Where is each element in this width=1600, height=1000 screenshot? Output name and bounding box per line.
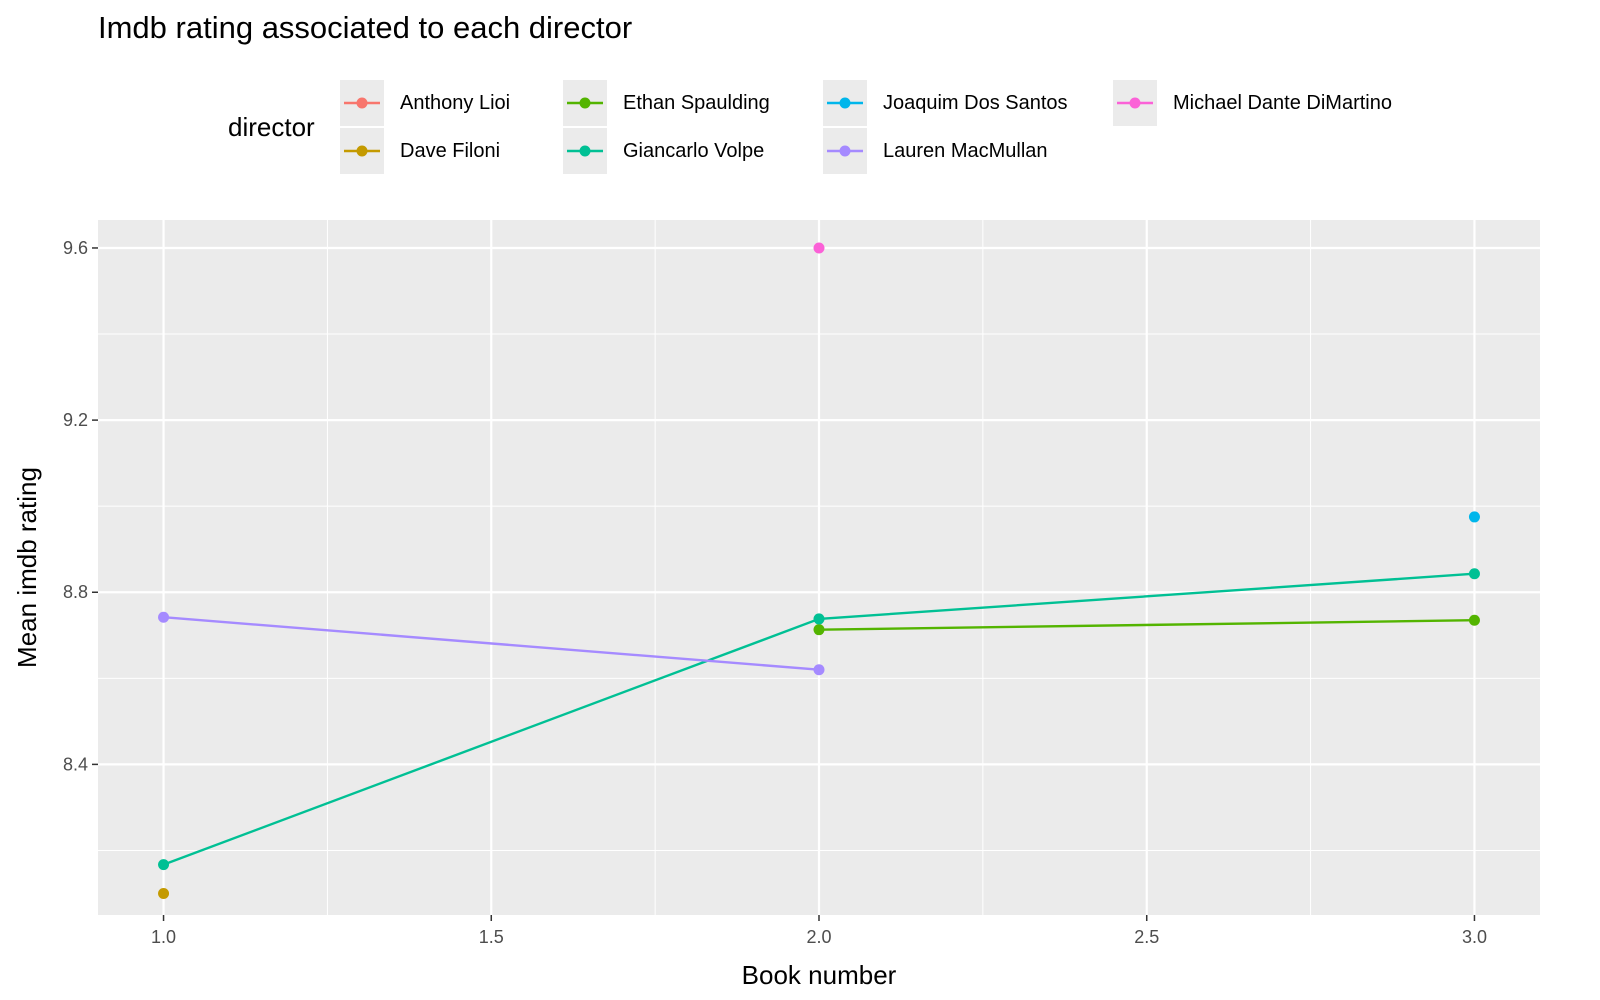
data-point-lauren-macmullan (813, 664, 825, 676)
x-tick-label: 1.5 (479, 927, 504, 947)
legend-label: Michael Dante DiMartino (1173, 91, 1392, 114)
data-point-giancarlo-volpe (1468, 568, 1480, 580)
legend-key-giancarlo-volpe (563, 128, 607, 174)
x-tick-label: 2.5 (1134, 927, 1159, 947)
legend-key-dave-filoni (340, 128, 384, 174)
legend-item-joaquim-dos-santos: Joaquim Dos Santos (823, 80, 1068, 126)
y-tick-label: 8.8 (63, 582, 88, 602)
legend-label: Dave Filoni (400, 139, 501, 162)
legend-item-anthony-lioi: Anthony Lioi (340, 80, 510, 126)
chart-title: Imdb rating associated to each director (98, 10, 633, 45)
data-point-giancarlo-volpe (813, 613, 825, 625)
legend-key-michael-dante-dimartino (1113, 80, 1157, 126)
legend-item-lauren-macmullan: Lauren MacMullan (823, 128, 1048, 174)
legend-item-giancarlo-volpe: Giancarlo Volpe (563, 128, 764, 174)
data-point-dave-filoni (158, 887, 170, 899)
axis-layer: 1.0 1.5 2.0 2.5 3.0 8.4 8.8 9.2 9.6 (63, 238, 1487, 947)
y-axis-title: Mean imdb rating (12, 467, 42, 668)
legend-label: Joaquim Dos Santos (883, 91, 1068, 114)
x-tick-label: 3.0 (1462, 927, 1487, 947)
legend-label: Anthony Lioi (400, 91, 511, 114)
legend-key-lauren-macmullan (823, 128, 867, 174)
series-line-lauren-macmullan (163, 616, 820, 671)
series-layer (158, 242, 1480, 899)
legend-item-dave-filoni: Dave Filoni (340, 128, 500, 174)
legend-item-ethan-spaulding: Ethan Spaulding (563, 80, 770, 126)
y-tick-label: 9.2 (63, 410, 88, 430)
legend-label: Lauren MacMullan (883, 139, 1048, 162)
data-point-joaquim-dos-santos (1468, 511, 1480, 523)
legend-item-michael-dante-dimartino: Michael Dante DiMartino (1113, 80, 1392, 126)
data-point-michael-dante-dimartino (813, 242, 825, 254)
data-point-lauren-macmullan (158, 611, 170, 623)
y-tick-label: 9.6 (63, 238, 88, 258)
legend-key-joaquim-dos-santos (823, 80, 867, 126)
legend-label: Ethan Spaulding (623, 91, 770, 114)
x-tick-label: 2.0 (806, 927, 831, 947)
data-point-ethan-spaulding (1468, 614, 1480, 626)
legend-key-ethan-spaulding (563, 80, 607, 126)
x-tick-label: 1.0 (151, 927, 176, 947)
series-line-ethan-spaulding (818, 619, 1475, 631)
data-point-giancarlo-volpe (158, 859, 170, 871)
legend-key-anthony-lioi (340, 80, 384, 126)
x-axis-title: Book number (742, 960, 897, 990)
y-tick-label: 8.4 (63, 754, 88, 774)
legend-title: director (228, 112, 315, 142)
data-point-ethan-spaulding (813, 624, 825, 636)
legend-label: Giancarlo Volpe (623, 139, 765, 162)
